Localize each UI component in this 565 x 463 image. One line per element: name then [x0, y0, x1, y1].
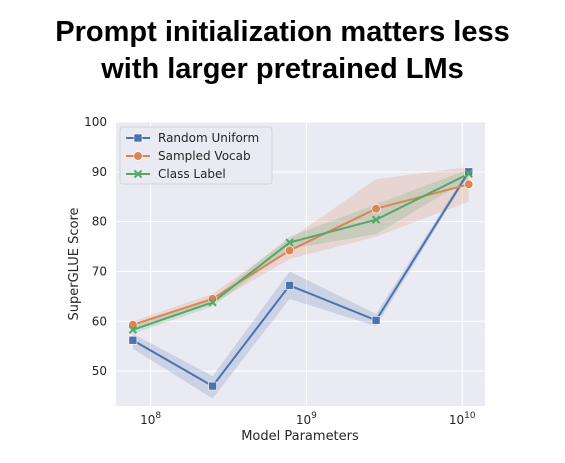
y-axis-label: SuperGLUE Score [67, 207, 82, 320]
sampled-vocab-legend-marker [133, 151, 143, 161]
random-uniform-legend-marker [133, 133, 143, 143]
class-label-point [208, 298, 217, 307]
x-tick-label: 109 [296, 411, 317, 427]
sampled-vocab-point [284, 245, 295, 256]
y-tick-label: 50 [92, 364, 107, 378]
x-tick-label: 108 [140, 411, 161, 427]
sampled-vocab-point [371, 204, 381, 214]
random-uniform-point [464, 167, 473, 177]
legend-box [119, 126, 273, 185]
x-tick-labels: 108 109 1010 [140, 411, 476, 427]
slide-title-line-2: with larger pretrained LMs [101, 53, 464, 85]
y-tick-label: 70 [92, 264, 107, 278]
y-tick-label: 100 [84, 115, 107, 129]
slide-title: Prompt initialization matters less with … [0, 14, 565, 88]
class-label-legend-marker [133, 169, 143, 179]
random-uniform-point [285, 281, 294, 290]
random-uniform-point [128, 335, 138, 345]
x-tick-label: 1010 [449, 411, 476, 427]
random-uniform-confidence-band [132, 169, 469, 399]
series-markers [128, 167, 474, 391]
class-label-point [285, 238, 294, 247]
y-tick-label: 80 [92, 215, 107, 229]
y-tick-label: 90 [92, 165, 107, 179]
class-label-confidence-band [132, 169, 469, 334]
sampled-vocab-legend-label: Sampled Vocab [158, 149, 251, 163]
y-tick-labels: 50 60 70 80 90 100 [84, 115, 107, 378]
random-uniform-point [371, 316, 381, 325]
class-label-point [128, 325, 138, 334]
slide-title-line-1: Prompt initialization matters less [55, 16, 510, 48]
grid-lines [116, 121, 485, 406]
sampled-vocab-point [464, 179, 474, 189]
class-label-legend-label: Class Label [158, 167, 226, 181]
random-uniform-point [208, 381, 217, 391]
random-uniform-legend-label: Random Uniform [158, 131, 259, 145]
class-label-point [464, 169, 473, 179]
y-tick-label: 60 [92, 314, 107, 328]
x-axis-label: Model Parameters [241, 429, 359, 444]
class-label-point [371, 215, 381, 224]
legend: Random Uniform Sampled Vocab Class Label [119, 126, 273, 185]
